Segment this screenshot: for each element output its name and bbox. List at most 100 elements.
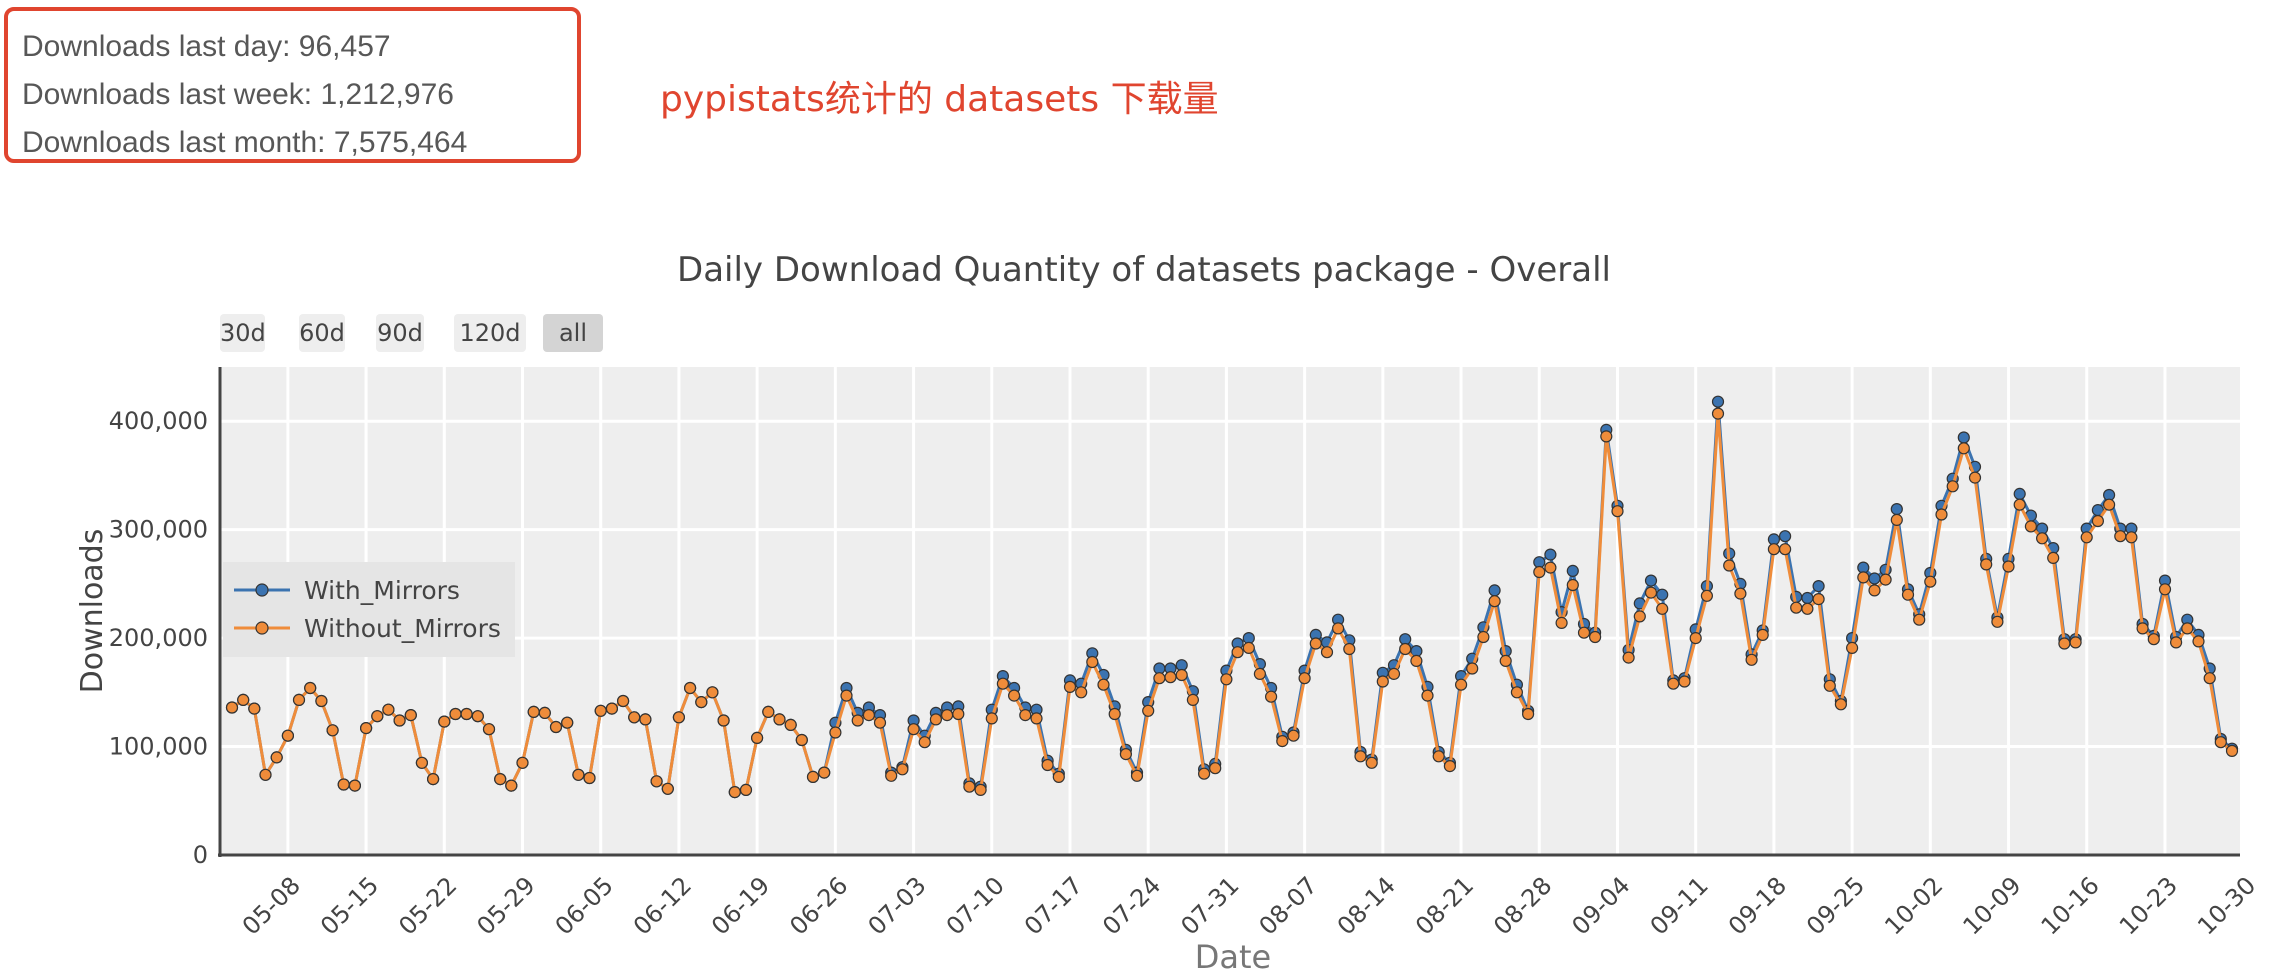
- data-point-without-mirrors: [1220, 673, 1233, 686]
- data-point-without-mirrors: [1700, 589, 1714, 602]
- y-tick-label: 400,000: [109, 407, 208, 435]
- legend-label-without-mirrors: Without_Mirrors: [304, 614, 501, 643]
- plot-area: [220, 367, 2240, 855]
- data-point-without-mirrors: [1019, 708, 1032, 722]
- data-point-without-mirrors: [1454, 678, 1468, 691]
- data-point-without-mirrors: [1868, 584, 1881, 597]
- x-tick-label: 07-10: [941, 871, 1010, 940]
- data-point-without-mirrors: [1946, 480, 1959, 493]
- data-point-without-mirrors: [862, 708, 876, 722]
- data-point-without-mirrors: [248, 702, 261, 715]
- data-point-without-mirrors: [1600, 430, 1613, 443]
- data-point-without-mirrors: [1555, 616, 1568, 630]
- data-point-without-mirrors: [1980, 558, 1993, 571]
- data-point-without-mirrors: [1957, 442, 1970, 455]
- data-point-without-mirrors: [304, 681, 317, 695]
- data-point-without-mirrors: [695, 695, 708, 709]
- data-point-without-mirrors: [1164, 671, 1177, 684]
- data-point-with-mirrors: [2013, 487, 2026, 500]
- data-point-without-mirrors: [628, 711, 641, 724]
- data-point-without-mirrors: [1499, 654, 1512, 668]
- data-point-without-mirrors: [360, 721, 373, 735]
- data-point-without-mirrors: [1890, 513, 1903, 527]
- x-tick-label: 09-04: [1566, 871, 1635, 940]
- data-point-without-mirrors: [281, 729, 294, 742]
- range-button-60d[interactable]: 60d: [299, 314, 345, 352]
- x-tick-label: 08-14: [1332, 871, 1401, 940]
- data-point-without-mirrors: [1030, 712, 1043, 725]
- data-point-without-mirrors: [2091, 514, 2104, 528]
- data-point-without-mirrors: [1678, 675, 1691, 688]
- x-tick-label: 06-19: [706, 871, 775, 940]
- data-point-with-mirrors: [1868, 572, 1881, 585]
- data-point-without-mirrors: [1231, 646, 1244, 659]
- data-point-without-mirrors: [1153, 672, 1166, 685]
- data-point-without-mirrors: [1007, 689, 1021, 702]
- data-point-without-mirrors: [1063, 680, 1077, 694]
- data-point-without-mirrors: [549, 720, 563, 734]
- data-point-without-mirrors: [1354, 750, 1367, 763]
- data-point-without-mirrors: [818, 766, 831, 779]
- x-tick-label: 05-08: [237, 871, 306, 940]
- data-point-without-mirrors: [840, 689, 853, 702]
- data-point-with-mirrors: [1544, 548, 1557, 561]
- downloads-last-month: Downloads last month: 7,575,464: [22, 126, 468, 159]
- data-point-without-mirrors: [1790, 601, 1803, 614]
- data-point-without-mirrors: [1466, 662, 1479, 675]
- data-point-without-mirrors: [1756, 628, 1769, 642]
- data-point-without-mirrors: [929, 713, 943, 726]
- data-point-without-mirrors: [1577, 626, 1591, 639]
- x-tick-label: 10-16: [2036, 871, 2105, 940]
- range-button-all[interactable]: all: [543, 314, 603, 352]
- data-point-without-mirrors: [996, 677, 1010, 690]
- data-point-without-mirrors: [225, 701, 239, 714]
- data-point-with-mirrors: [1488, 584, 1501, 597]
- data-point-without-mirrors: [1857, 571, 1870, 584]
- data-point-without-mirrors: [762, 705, 775, 719]
- data-point-without-mirrors: [1812, 592, 1825, 606]
- data-point-without-mirrors: [1935, 508, 1948, 521]
- y-tick-label: 300,000: [109, 516, 208, 544]
- data-point-without-mirrors: [1734, 587, 1747, 600]
- legend-background: [223, 562, 515, 657]
- range-button-90d[interactable]: 90d: [376, 314, 424, 352]
- data-point-without-mirrors: [2147, 633, 2160, 646]
- range-button-120d[interactable]: 120d: [454, 314, 526, 352]
- y-tick-label: 100,000: [109, 733, 208, 761]
- data-point-without-mirrors: [1656, 602, 1669, 615]
- data-point-without-mirrors: [650, 775, 663, 788]
- data-point-without-mirrors: [639, 713, 652, 726]
- data-point-without-mirrors: [2170, 636, 2183, 649]
- x-tick-label: 06-26: [784, 871, 853, 940]
- data-point-with-mirrors: [1644, 574, 1658, 587]
- data-point-without-mirrors: [2158, 583, 2172, 596]
- data-point-without-mirrors: [1924, 575, 1937, 588]
- legend-marker-without-mirrors: [255, 621, 269, 635]
- data-point-without-mirrors: [1432, 750, 1445, 763]
- x-tick-label: 07-17: [1019, 871, 1088, 940]
- data-point-without-mirrors: [1320, 646, 1334, 659]
- data-point-without-mirrors: [940, 708, 954, 722]
- data-point-without-mirrors: [527, 705, 540, 719]
- data-point-without-mirrors: [1052, 770, 1065, 784]
- data-point-without-mirrors: [471, 710, 484, 723]
- data-point-without-mirrors: [1689, 631, 1702, 645]
- x-tick-label: 09-11: [1645, 871, 1714, 940]
- data-point-without-mirrors: [1365, 756, 1378, 769]
- x-tick-label: 07-03: [863, 871, 932, 940]
- data-point-without-mirrors: [672, 711, 686, 724]
- data-point-without-mirrors: [1633, 610, 1646, 623]
- range-button-30d[interactable]: 30d: [220, 314, 266, 352]
- data-point-without-mirrors: [806, 770, 820, 784]
- data-point-without-mirrors: [885, 769, 898, 782]
- data-point-without-mirrors: [460, 707, 473, 721]
- data-point-without-mirrors: [795, 733, 808, 747]
- data-point-without-mirrors: [270, 751, 283, 764]
- data-point-without-mirrors: [1387, 667, 1401, 681]
- data-point-without-mirrors: [1119, 747, 1133, 761]
- x-tick-label: 08-07: [1254, 871, 1323, 940]
- data-point-without-mirrors: [2080, 531, 2093, 544]
- data-point-without-mirrors: [717, 714, 730, 727]
- data-point-without-mirrors: [2114, 530, 2127, 543]
- data-point-without-mirrors: [1287, 729, 1300, 742]
